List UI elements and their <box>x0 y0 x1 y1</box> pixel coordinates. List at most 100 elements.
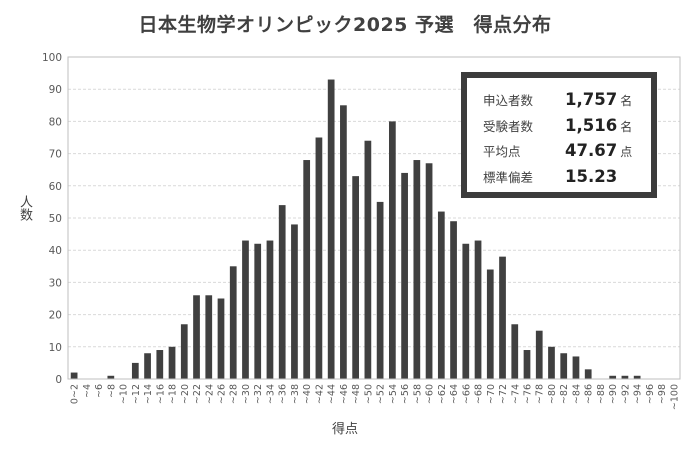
stat-label: 平均点 <box>483 144 521 159</box>
x-tick-label: ~76 <box>523 384 534 404</box>
stat-label: 受験者数 <box>483 118 534 134</box>
x-tick-label: ~100 <box>669 384 680 410</box>
bar <box>278 205 286 379</box>
x-tick-label: ~60 <box>425 384 436 404</box>
bar <box>242 240 249 379</box>
y-tick-label: 50 <box>49 213 62 225</box>
stat-row-mean: 平均点 47.67 点 <box>483 141 651 167</box>
y-tick-label: 10 <box>49 342 62 354</box>
bar <box>107 375 115 379</box>
x-tick-label: ~12 <box>131 384 142 404</box>
bar <box>499 256 506 379</box>
x-tick-label: ~40 <box>302 384 313 404</box>
bar <box>352 176 360 379</box>
x-tick-label: ~44 <box>327 384 338 404</box>
bar <box>572 356 580 379</box>
bar <box>315 137 323 379</box>
bar <box>437 211 445 379</box>
y-tick-label: 100 <box>42 52 62 64</box>
y-tick-label: 90 <box>49 84 62 96</box>
x-tick-label: ~50 <box>363 384 374 404</box>
stat-value: 1,516 <box>565 115 618 135</box>
bar <box>168 346 176 379</box>
x-tick-label: ~66 <box>461 384 472 404</box>
stat-value: 47.67 <box>565 141 618 160</box>
x-tick-label: ~56 <box>400 384 411 404</box>
x-tick-label: ~42 <box>314 384 325 404</box>
x-axis-label: 得点 <box>331 422 358 437</box>
x-tick-label: ~98 <box>657 384 668 404</box>
x-tick-label: ~34 <box>265 384 276 404</box>
stat-unit: 点 <box>620 145 633 159</box>
bar <box>144 353 151 379</box>
bar <box>193 295 200 379</box>
x-tick-label: 0~2 <box>70 384 81 404</box>
y-tick-label: 30 <box>49 277 62 289</box>
bar <box>303 160 311 379</box>
x-tick-label: ~46 <box>339 384 350 404</box>
x-tick-label: ~58 <box>412 384 423 404</box>
x-tick-label: ~74 <box>510 384 521 404</box>
stat-unit: 名 <box>620 119 633 134</box>
x-tick-label: ~10 <box>119 384 130 404</box>
x-tick-label: ~32 <box>253 384 264 404</box>
x-tick-label: ~28 <box>229 384 240 404</box>
stat-unit: 名 <box>620 94 633 108</box>
bar <box>450 221 457 379</box>
x-tick-label: ~54 <box>388 384 399 404</box>
x-tick-label: ~16 <box>155 384 166 404</box>
bar <box>425 163 433 379</box>
stat-row-applicants: 申込者数 1,757 名 <box>483 90 651 116</box>
bar <box>535 330 543 379</box>
x-tick-label: ~48 <box>351 384 362 404</box>
bar <box>462 243 470 379</box>
x-tick-label: ~88 <box>596 384 607 404</box>
bar <box>340 105 347 380</box>
y-axis-label: 人数 <box>17 195 32 221</box>
x-tick-label: ~4 <box>82 384 93 398</box>
stat-label: 申込者数 <box>483 93 534 108</box>
x-tick-label: ~90 <box>608 384 619 404</box>
x-tick-label: ~94 <box>633 384 644 404</box>
bar <box>388 121 396 380</box>
bar <box>609 375 617 379</box>
x-tick-label: ~64 <box>449 384 460 404</box>
bar <box>376 201 384 379</box>
x-tick-label: ~22 <box>192 384 203 404</box>
x-tick-label: ~84 <box>571 384 582 404</box>
bar <box>327 79 335 379</box>
stat-value: 15.23 <box>565 166 618 186</box>
x-tick-label: ~18 <box>168 384 179 404</box>
stat-value: 1,757 <box>565 90 618 109</box>
bar <box>633 375 641 379</box>
x-tick-label: ~80 <box>547 384 558 404</box>
y-tick-label: 70 <box>49 149 62 161</box>
bar <box>229 266 237 379</box>
bar <box>131 362 139 379</box>
bar <box>486 269 494 379</box>
bar <box>584 369 592 379</box>
bar <box>291 224 298 379</box>
x-tick-label: ~8 <box>106 384 117 398</box>
bar <box>156 350 164 379</box>
x-tick-label: ~24 <box>204 384 215 404</box>
bar <box>511 324 519 379</box>
y-tick-label: 0 <box>55 374 62 386</box>
bar <box>180 324 188 379</box>
bar <box>474 240 482 379</box>
y-tick-label: 20 <box>49 310 62 322</box>
x-tick-label: ~30 <box>241 384 252 404</box>
x-tick-label: ~38 <box>290 384 301 404</box>
stat-row-stddev: 標準偏差 15.23 <box>483 167 651 193</box>
x-tick-label: ~68 <box>474 384 485 404</box>
bar <box>217 298 225 379</box>
chart-title: 日本生物学オリンピック2025 予選 得点分布 <box>138 14 552 36</box>
stat-row-examinees: 受験者数 1,516 名 <box>483 116 651 142</box>
x-tick-label: ~6 <box>94 384 105 398</box>
bar <box>621 375 629 379</box>
x-tick-label: ~20 <box>180 384 191 404</box>
x-tick-label: ~96 <box>645 384 656 404</box>
bar <box>413 160 421 379</box>
x-tick-label: ~72 <box>498 384 509 404</box>
